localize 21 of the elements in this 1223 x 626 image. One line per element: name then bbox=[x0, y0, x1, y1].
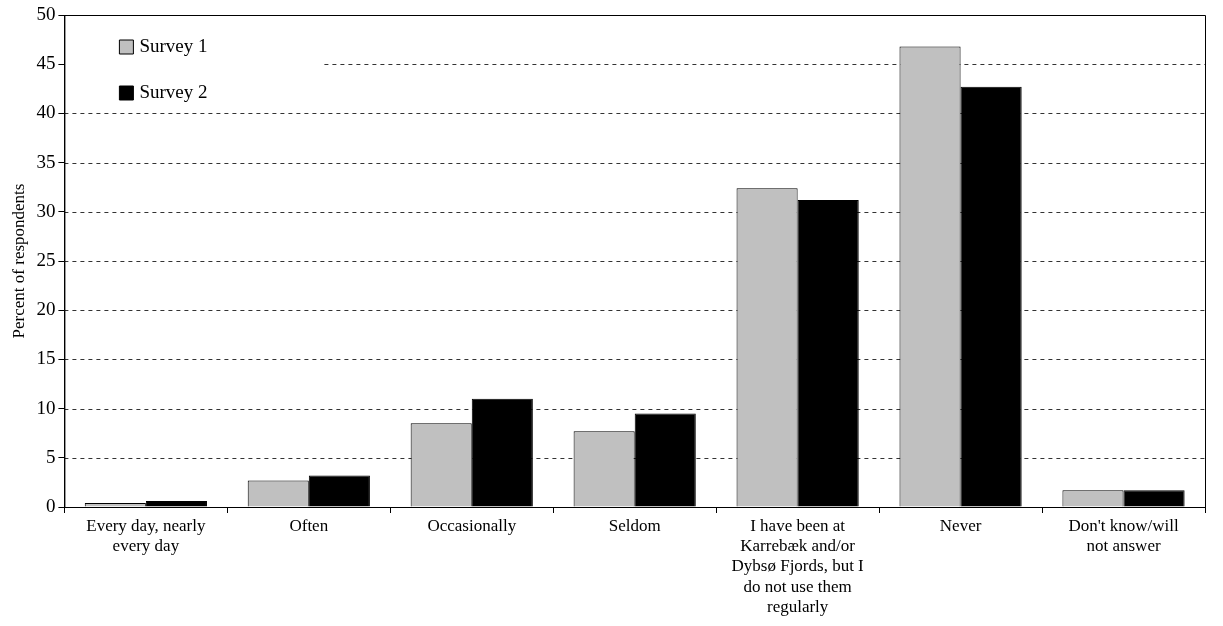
y-tick-label: 50 bbox=[36, 2, 56, 24]
x-tick-label: Don't know/will not answer bbox=[1068, 515, 1179, 556]
x-tick-label: Occasionally bbox=[427, 515, 517, 535]
legend-label: Survey 2 bbox=[139, 80, 208, 102]
y-tick-label: 15 bbox=[36, 347, 56, 369]
y-tick-label: 45 bbox=[36, 52, 56, 74]
y-tick-label: 20 bbox=[36, 298, 56, 320]
y-axis-title: Percent of respondents bbox=[8, 183, 28, 339]
y-tick-label: 30 bbox=[36, 199, 56, 221]
y-tick-label: 10 bbox=[36, 396, 56, 418]
y-tick-label: 5 bbox=[45, 445, 56, 467]
y-tick-label: 40 bbox=[36, 101, 56, 123]
x-tick-label: I have been at Karrebæk and/or Dybsø Fjords, but I do not use them regularly bbox=[731, 515, 865, 617]
x-tick-label: Seldom bbox=[608, 515, 661, 535]
y-tick-label: 35 bbox=[36, 150, 56, 172]
x-tick-label: Every day, nearly every day bbox=[86, 515, 206, 556]
legend-label: Survey 1 bbox=[139, 34, 208, 56]
y-tick-label: 0 bbox=[45, 494, 56, 516]
x-tick-label: Never bbox=[939, 515, 982, 535]
x-tick-label: Often bbox=[289, 515, 329, 535]
y-tick-label: 25 bbox=[36, 248, 56, 270]
